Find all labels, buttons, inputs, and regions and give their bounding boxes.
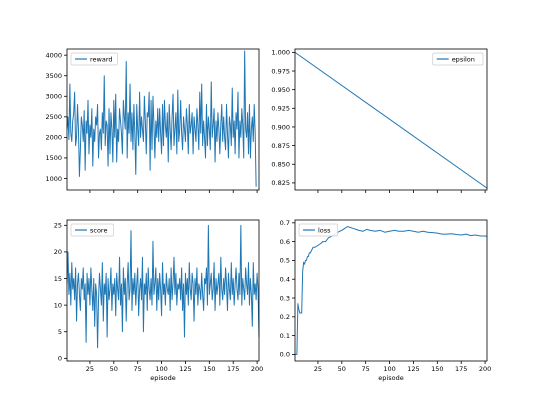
legend-box (70, 52, 118, 66)
subplot-3: 0 5 10 15 20 25 25 50 75 100 125 150 175 200 episode sc… (54, 219, 263, 382)
x-tick-label: 25 (314, 365, 322, 373)
y-tick-label: 0.850 (271, 161, 290, 169)
y-tick-label: 0.2 (280, 313, 290, 321)
y-tick-label: 10 (54, 301, 62, 309)
y-tick-label: 0.1 (280, 332, 290, 340)
x-tick-label: 150 (203, 365, 215, 373)
legend: loss (298, 223, 338, 237)
y-tick-label: 5 (58, 328, 62, 336)
y-tick-label: 0.4 (280, 276, 290, 284)
x-tick-label: 150 (431, 365, 443, 373)
axes-frame (66, 48, 260, 191)
y-tick-label: 25 (54, 222, 62, 230)
x-tick-label: 200 (479, 365, 491, 373)
x-tick-label: 175 (227, 365, 239, 373)
x-tick-label: 200 (251, 365, 263, 373)
y-tick-label: 1500 (45, 154, 62, 162)
y-tick-label: 0.6 (280, 238, 290, 246)
subplot-1: 1000 1500 2000 2500 3000 3500 4000 reward (45, 48, 260, 193)
y-tick-label: 0.3 (280, 294, 290, 302)
legend-box (70, 223, 114, 237)
y-tick-label: 0.950 (271, 86, 290, 94)
x-tick-label: 50 (110, 365, 118, 373)
series-line-epsilon (294, 51, 488, 189)
legend-label: reward (90, 55, 113, 63)
series-line-reward (66, 50, 257, 187)
axes-frame (294, 48, 488, 191)
series-line-score (66, 224, 260, 349)
y-tick-label: 4000 (45, 51, 62, 59)
y-tick-label: 0.7 (280, 219, 290, 227)
y-tick-label: 2000 (45, 134, 62, 142)
x-tick-label: 100 (383, 365, 395, 373)
y-tick-label: 3000 (45, 93, 62, 101)
subplot-4: 0.0 0.1 0.2 0.3 0.4 0.5 0.6 0.7 25 50 75 100 125 150 1… (280, 219, 492, 382)
x-tick-label: 75 (362, 365, 370, 373)
y-tick-label: 0.925 (271, 105, 290, 113)
legend-box (298, 223, 338, 237)
y-tick-label: 1.000 (271, 49, 290, 57)
x-tick-label: 175 (455, 365, 467, 373)
y-tick-label: 0.875 (271, 142, 290, 150)
legend: score (70, 223, 114, 237)
legend-box (432, 52, 484, 66)
x-axis-label: episode (378, 374, 403, 382)
axes-frame (294, 219, 488, 362)
series-line-loss (295, 226, 488, 355)
x-tick-label: 100 (155, 365, 167, 373)
x-axis-label: episode (150, 374, 175, 382)
y-tick-label: 0.0 (280, 351, 290, 359)
x-tick-label: 125 (179, 365, 191, 373)
x-tick-label: 25 (86, 365, 94, 373)
y-tick-label: 1000 (45, 175, 62, 183)
y-tick-label: 0 (58, 355, 62, 363)
legend: reward (70, 52, 118, 66)
y-tick-label: 0.900 (271, 123, 290, 131)
subplot-2: 0.825 0.850 0.875 0.900 0.925 0.950 0.975 1.000… (271, 48, 488, 193)
legend-label: score (90, 226, 107, 234)
y-tick-label: 0.825 (271, 179, 290, 187)
y-tick-label: 3500 (45, 72, 62, 80)
legend-label: loss (318, 226, 331, 234)
y-tick-label: 20 (54, 248, 62, 256)
y-tick-label: 2500 (45, 113, 62, 121)
legend-label: epsilon (452, 55, 475, 63)
x-tick-label: 75 (134, 365, 142, 373)
x-tick-label: 125 (407, 365, 419, 373)
y-tick-label: 0.975 (271, 67, 290, 75)
legend: epsilon (432, 52, 484, 66)
x-tick-label: 50 (338, 365, 346, 373)
axes-frame (66, 219, 260, 362)
y-tick-label: 15 (54, 275, 62, 283)
y-tick-label: 0.5 (280, 257, 290, 265)
